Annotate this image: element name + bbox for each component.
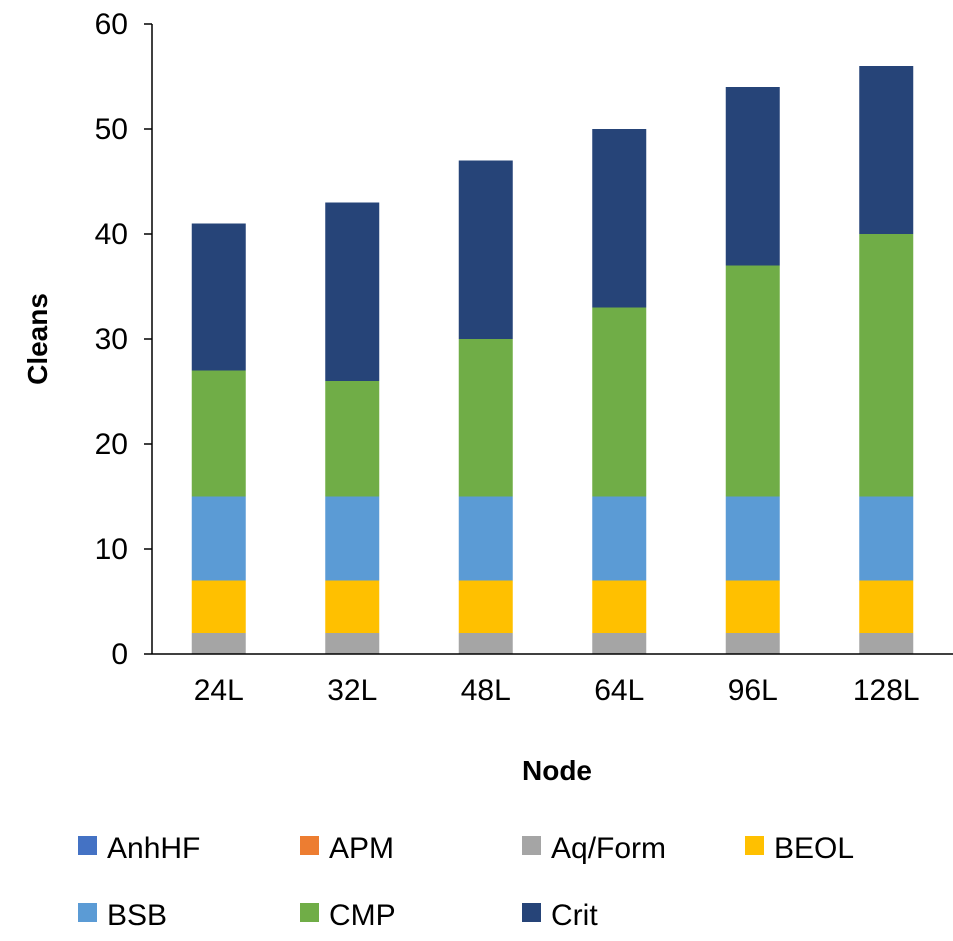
bar-segment-bsb: [325, 496, 380, 581]
x-tick-label: 96L: [728, 674, 778, 707]
x-tick-label: 32L: [327, 674, 377, 707]
y-tick-label: 20: [95, 428, 128, 461]
legend: AnhHF APM Aq/Form BEOL BSB CMP Crit: [78, 832, 854, 932]
bars-group: [191, 66, 914, 654]
x-tick-label: 128L: [853, 674, 920, 707]
legend-label-beol: BEOL: [774, 832, 854, 865]
x-ticks-group: 24L 32L 48L 64L 96L 128L: [194, 674, 920, 707]
legend-label-crit: Crit: [551, 899, 598, 932]
legend-label-aq-form: Aq/Form: [551, 832, 666, 865]
bar-segment-aq-form: [592, 633, 647, 654]
y-tick-label: 50: [95, 113, 128, 146]
bar-segment-cmp: [458, 339, 513, 497]
bar-segment-crit: [592, 129, 647, 308]
bar-segment-bsb: [592, 496, 647, 581]
x-tick-label: 48L: [461, 674, 511, 707]
legend-swatch-cmp: [300, 903, 319, 922]
x-tick-label: 64L: [594, 674, 644, 707]
legend-swatch-bsb: [78, 903, 97, 922]
bar-segment-bsb: [191, 496, 246, 581]
bar-segment-beol: [325, 580, 380, 633]
bar-segment-aq-form: [325, 633, 380, 654]
bar-segment-cmp: [859, 234, 914, 497]
bar-segment-aq-form: [191, 633, 246, 654]
y-ticks-group: 0 10 20 30 40 50 60: [95, 8, 152, 671]
y-tick-label: 60: [95, 8, 128, 41]
y-tick-label: 10: [95, 533, 128, 566]
y-tick-label: 40: [95, 218, 128, 251]
bar-segment-crit: [458, 160, 513, 339]
bar-segment-beol: [859, 580, 914, 633]
bar-segment-crit: [191, 223, 246, 371]
bar-segment-beol: [725, 580, 780, 633]
y-tick-label: 0: [111, 638, 128, 671]
bar-segment-beol: [191, 580, 246, 633]
legend-swatch-anhhf: [78, 836, 97, 855]
legend-swatch-crit: [522, 903, 541, 922]
legend-swatch-beol: [745, 836, 764, 855]
bar-segment-crit: [325, 202, 380, 381]
bar-segment-crit: [859, 66, 914, 234]
legend-label-cmp: CMP: [329, 899, 396, 932]
bar-segment-cmp: [725, 265, 780, 497]
legend-label-bsb: BSB: [107, 899, 167, 932]
legend-label-apm: APM: [329, 832, 394, 865]
bar-segment-aq-form: [458, 633, 513, 654]
legend-swatch-apm: [300, 836, 319, 855]
x-tick-label: 24L: [194, 674, 244, 707]
legend-swatch-aq-form: [522, 836, 541, 855]
bar-segment-bsb: [859, 496, 914, 581]
bar-segment-cmp: [325, 381, 380, 497]
axes-group: [151, 24, 953, 655]
bar-segment-aq-form: [725, 633, 780, 654]
legend-label-anhhf: AnhHF: [107, 832, 200, 865]
bar-segment-cmp: [592, 307, 647, 497]
bar-segment-cmp: [191, 370, 246, 497]
y-axis-title: Cleans: [22, 293, 53, 385]
x-axis-title: Node: [522, 755, 592, 786]
bar-segment-beol: [458, 580, 513, 633]
y-tick-label: 30: [95, 323, 128, 356]
bar-segment-bsb: [725, 496, 780, 581]
bar-segment-aq-form: [859, 633, 914, 654]
bar-segment-beol: [592, 580, 647, 633]
bar-segment-crit: [725, 87, 780, 266]
bar-segment-bsb: [458, 496, 513, 581]
